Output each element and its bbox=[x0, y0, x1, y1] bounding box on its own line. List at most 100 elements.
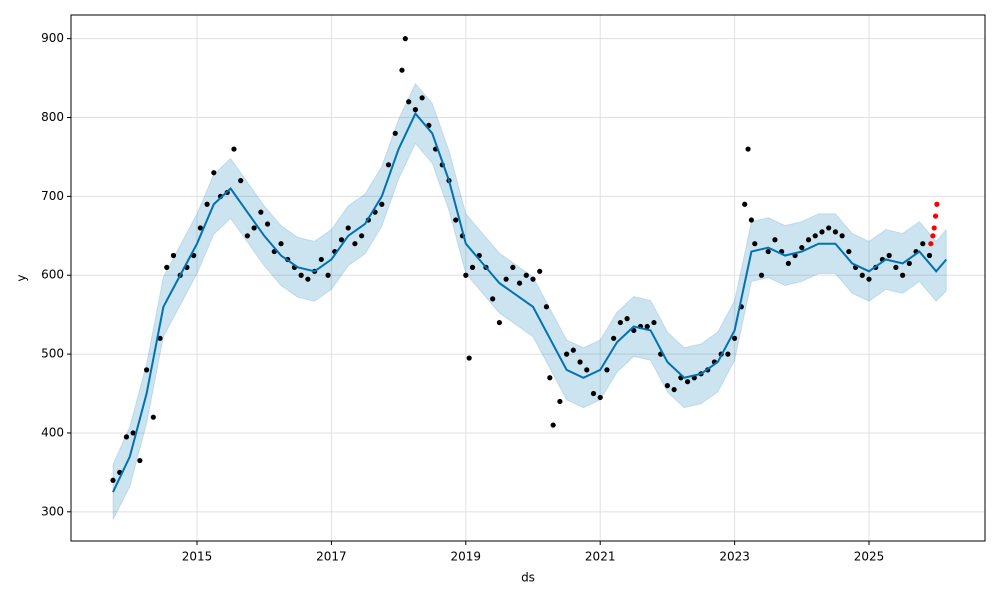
observed-point bbox=[325, 272, 331, 278]
observed-point bbox=[402, 36, 408, 42]
observed-point bbox=[345, 225, 351, 231]
observed-point bbox=[758, 272, 765, 278]
y-tick-label: 900 bbox=[41, 31, 64, 45]
observed-point bbox=[392, 130, 398, 136]
observed-point bbox=[469, 264, 476, 270]
observed-point bbox=[765, 248, 771, 255]
observed-point bbox=[110, 477, 116, 483]
observed-point bbox=[564, 351, 570, 357]
x-tick-label: 2019 bbox=[451, 550, 482, 564]
observed-point bbox=[258, 209, 264, 215]
y-tick-label: 500 bbox=[41, 347, 64, 361]
x-tick-label: 2021 bbox=[585, 550, 616, 564]
recent-point bbox=[930, 233, 936, 239]
observed-point bbox=[523, 272, 529, 278]
observed-point bbox=[516, 280, 523, 286]
observed-point bbox=[590, 390, 597, 397]
observed-point bbox=[359, 233, 365, 239]
observed-point bbox=[453, 217, 459, 223]
observed-point bbox=[385, 162, 392, 168]
observed-point bbox=[170, 252, 177, 259]
observed-point bbox=[664, 383, 671, 389]
observed-point bbox=[839, 233, 845, 239]
observed-point bbox=[547, 375, 553, 381]
observed-point bbox=[832, 229, 839, 235]
observed-point bbox=[812, 233, 818, 239]
observed-point bbox=[631, 327, 637, 334]
uncertainty-band bbox=[112, 82, 947, 520]
y-tick-label: 300 bbox=[41, 504, 64, 518]
observed-point bbox=[150, 414, 156, 420]
observed-point bbox=[624, 316, 630, 322]
observed-point bbox=[577, 359, 583, 365]
observed-point bbox=[130, 430, 136, 436]
observed-point bbox=[251, 225, 257, 231]
x-tick-label: 2017 bbox=[316, 550, 347, 564]
plot-frame bbox=[70, 14, 986, 542]
observed-point bbox=[490, 296, 496, 302]
observed-point bbox=[557, 398, 563, 405]
x-tick-label: 2025 bbox=[854, 550, 885, 564]
observed-point bbox=[772, 237, 778, 243]
observed-point bbox=[244, 233, 251, 239]
observed-point bbox=[742, 201, 748, 207]
observed-point bbox=[305, 276, 311, 282]
recent-point bbox=[928, 241, 934, 247]
observed-point bbox=[278, 241, 284, 247]
observed-point bbox=[597, 394, 603, 401]
observed-point bbox=[805, 237, 812, 243]
observed-point bbox=[412, 107, 419, 113]
observed-point bbox=[886, 252, 892, 259]
observed-point bbox=[920, 241, 926, 247]
observed-point bbox=[264, 221, 271, 227]
y-tick-label: 400 bbox=[41, 425, 64, 439]
recent-point bbox=[931, 225, 937, 231]
observed-point bbox=[298, 272, 304, 278]
recent-point bbox=[934, 201, 940, 207]
observed-point bbox=[570, 347, 576, 353]
observed-point bbox=[144, 367, 150, 373]
observed-point bbox=[785, 260, 791, 267]
observed-point bbox=[338, 237, 345, 243]
observed-point bbox=[419, 95, 425, 101]
observed-point bbox=[893, 264, 899, 270]
observed-point bbox=[732, 335, 738, 341]
observed-point bbox=[399, 67, 405, 73]
observed-point bbox=[530, 276, 536, 282]
observed-point bbox=[543, 304, 550, 310]
observed-point bbox=[537, 268, 543, 274]
observed-point bbox=[379, 201, 385, 207]
observed-point bbox=[463, 272, 469, 278]
observed-point bbox=[503, 276, 509, 282]
observed-point bbox=[684, 379, 691, 385]
observed-point bbox=[859, 272, 865, 278]
observed-point bbox=[123, 434, 130, 440]
observed-point bbox=[752, 241, 758, 247]
observed-point bbox=[238, 178, 244, 184]
observed-point bbox=[846, 248, 852, 255]
observed-point bbox=[725, 351, 731, 357]
observed-point bbox=[900, 272, 906, 278]
observed-point bbox=[197, 225, 203, 231]
observed-point bbox=[157, 335, 163, 341]
observed-point bbox=[826, 225, 832, 231]
observed-point bbox=[510, 264, 516, 270]
observed-point bbox=[906, 260, 912, 267]
observed-point bbox=[644, 323, 650, 330]
observed-point bbox=[137, 457, 143, 464]
observed-point bbox=[466, 355, 472, 361]
observed-point bbox=[204, 201, 210, 207]
observed-point bbox=[745, 146, 751, 152]
observed-point bbox=[748, 217, 755, 223]
observed-point bbox=[671, 386, 677, 393]
observed-point bbox=[611, 335, 617, 341]
y-tick-label: 600 bbox=[41, 268, 64, 282]
observed-point bbox=[799, 245, 805, 251]
observed-point bbox=[231, 146, 237, 152]
observed-point bbox=[164, 264, 170, 270]
observed-point bbox=[406, 99, 412, 105]
observed-point bbox=[352, 241, 358, 247]
x-tick-label: 2023 bbox=[719, 550, 750, 564]
x-tick-label: 2015 bbox=[182, 550, 213, 564]
